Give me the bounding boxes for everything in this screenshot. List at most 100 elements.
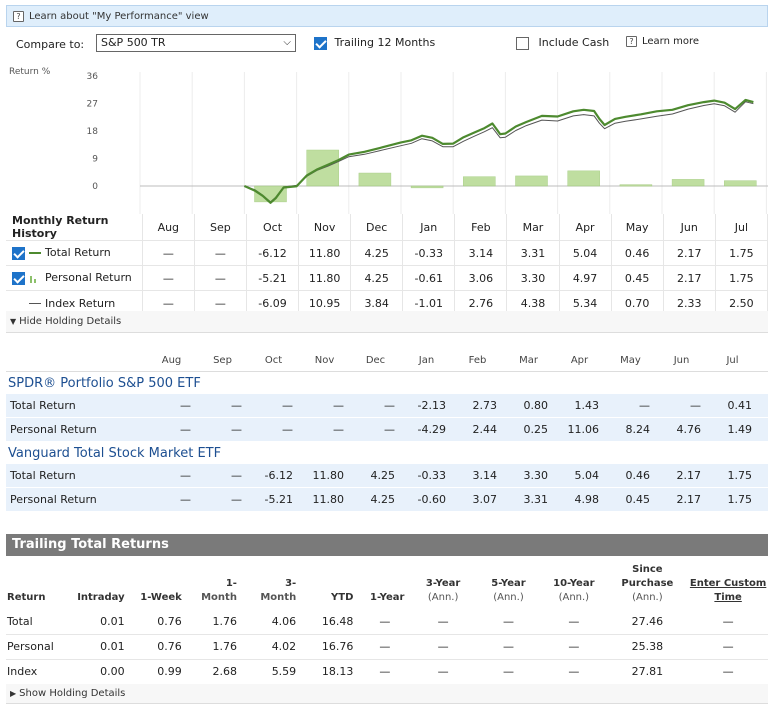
trailing-value-cell: 0.76 xyxy=(130,609,188,635)
trailing-header-line1: 1-Week xyxy=(140,592,182,603)
holding-details: Aug Sep Oct Nov Dec Jan Feb Mar Apr May Jun Jul SPD… xyxy=(6,350,768,512)
trailing-12-months-toggle[interactable]: Trailing 12 Months xyxy=(314,36,435,50)
holding-month-header: Mar xyxy=(519,355,538,366)
monthly-value-cell: -5.21 xyxy=(246,265,300,291)
learn-about-bar[interactable]: ? Learn about "My Performance" view xyxy=(6,5,768,27)
holding-month-header: Oct xyxy=(264,355,283,366)
fund-name[interactable]: Vanguard Total Stock Market ETF xyxy=(8,446,222,461)
monthly-row: Personal Return — — -5.21 11.80 4.25 -0.61 3.06… xyxy=(6,265,769,291)
month-header-apr: Apr xyxy=(559,214,612,241)
trailing-row-label: Personal xyxy=(6,634,70,660)
holding-value-cell: 4.76 xyxy=(676,423,702,436)
benchmark-select[interactable]: S&P 500 TR ⌵ xyxy=(96,34,296,52)
chart-monthly-bar xyxy=(619,184,653,187)
help-icon: ? xyxy=(626,36,637,47)
trailing-header[interactable]: Enter Custom Time xyxy=(688,562,768,609)
holding-row: Total Return — — — — — -2.13 2.73 0.80 1.43 — — 0.41 xyxy=(6,394,768,418)
trailing-value-cell: 0.01 xyxy=(69,609,131,635)
holding-value-cell: 0.45 xyxy=(625,493,651,506)
trailing-header-line2: (Ann.) xyxy=(632,592,663,603)
monthly-return-history-table: Monthly Return History Aug Sep Oct Nov Dec Ja… xyxy=(6,214,769,316)
monthly-value-cell: 11.80 xyxy=(298,265,352,291)
trailing-header: Return xyxy=(6,562,69,609)
chart-monthly-bar xyxy=(358,172,392,187)
monthly-value-cell: -6.12 xyxy=(246,240,300,266)
holding-value-cell: 8.24 xyxy=(625,423,651,436)
trailing-row: Total 0.01 0.76 1.76 4.06 16.48— — — —27.46— xyxy=(6,609,768,635)
help-icon: ? xyxy=(13,10,24,22)
trailing-value-cell: — xyxy=(475,634,542,660)
compare-label: Compare to: xyxy=(16,37,85,51)
return-chart-svg: 36 27 18 9 0 xyxy=(87,72,768,214)
holding-value-cell: — xyxy=(180,423,191,436)
trailing-header-line2: (Ann.) xyxy=(427,592,459,603)
trailing-value-cell: 16.76 xyxy=(302,634,360,660)
month-header-jun: Jun xyxy=(663,214,716,241)
holding-details-header: Aug Sep Oct Nov Dec Jan Feb Mar Apr May Jun Jul xyxy=(6,350,768,372)
trailing-row: Index 0.00 0.99 2.68 5.59 18.13— — — —27.81— xyxy=(6,659,768,685)
triangle-right-icon: ▶ xyxy=(10,689,17,698)
holding-row-label: Total Return xyxy=(10,469,76,482)
series-checkbox[interactable] xyxy=(12,246,25,260)
month-header-may: May xyxy=(611,214,664,241)
trailing-value-cell: — xyxy=(410,609,476,635)
monthly-row-label: Personal Return xyxy=(45,271,132,285)
trailing-row-label: Total xyxy=(6,609,70,635)
holding-value-cell: -6.12 xyxy=(264,469,293,482)
month-header-jan: Jan xyxy=(402,214,456,241)
enter-custom-time-link[interactable]: Enter Custom Time xyxy=(689,578,767,603)
holding-value-cell: 2.44 xyxy=(472,423,498,436)
trailing-value-cell: 27.81 xyxy=(606,659,689,685)
trailing-header: 1-Week xyxy=(131,562,188,609)
holding-value-cell: — xyxy=(180,469,191,482)
trailing-header-line2: Month xyxy=(201,592,237,603)
holding-value-cell: 4.98 xyxy=(574,493,600,506)
trailing-header-line1: 10-Year xyxy=(553,578,595,589)
holding-value-cell: 11.06 xyxy=(567,423,600,436)
holding-row: Total Return — — -6.12 11.80 4.25 -0.33 3.14 3.3… xyxy=(6,464,768,488)
holding-value-cell: 1.43 xyxy=(574,399,600,412)
trailing-value-cell: 5.59 xyxy=(242,659,303,685)
holding-row: Personal Return — — — — — -4.29 2.44 0.25 11.06 8.… xyxy=(6,418,768,442)
holding-value-cell: 3.31 xyxy=(523,493,549,506)
trailing-value-cell: 0.00 xyxy=(69,659,131,685)
trailing-value-cell: — xyxy=(359,634,411,660)
hide-holding-details-toggle[interactable]: ▼ Hide Holding Details xyxy=(6,311,768,333)
holding-value-cell: 1.75 xyxy=(727,493,753,506)
triangle-down-icon: ▼ xyxy=(10,317,17,326)
trailing-value-cell: 1.76 xyxy=(187,609,243,635)
trailing-total-returns-title: Trailing Total Returns xyxy=(6,534,768,556)
trailing-header: 5-Year (Ann.) xyxy=(476,562,541,609)
series-checkbox[interactable] xyxy=(12,271,25,285)
holding-month-header: Dec xyxy=(365,355,386,366)
learn-about-link[interactable]: Learn about "My Performance" view xyxy=(29,10,209,22)
show-holding-details-toggle[interactable]: ▶ Show Holding Details xyxy=(6,684,768,704)
monthly-value-cell: — xyxy=(142,265,195,291)
monthly-row-label: Index Return xyxy=(45,296,116,310)
holding-month-header: Aug xyxy=(161,355,182,366)
monthly-row-label: Total Return xyxy=(45,246,111,260)
compare-toolbar: Compare to: S&P 500 TR ⌵ Trailing 12 Mon… xyxy=(16,34,766,54)
month-header-sep: Sep xyxy=(194,214,247,241)
chevron-down-icon: ⌵ xyxy=(283,37,291,48)
holding-value-cell: — xyxy=(231,399,242,412)
trailing-header-line1: Since Purchase xyxy=(621,564,674,589)
holding-value-cell: — xyxy=(180,399,191,412)
chart-total-return-line xyxy=(243,98,754,204)
include-cash-toggle[interactable]: Include Cash xyxy=(516,36,609,50)
trailing-header: 3-Year (Ann.) xyxy=(410,562,475,609)
trailing-value-cell: — xyxy=(541,634,607,660)
trailing-header-line1: 3- xyxy=(285,578,297,589)
holding-month-header: Jan xyxy=(418,355,435,366)
monthly-value-cell: — xyxy=(194,265,247,291)
trailing-12-months-checkbox[interactable] xyxy=(314,36,327,50)
learn-more-label: Learn more xyxy=(642,36,700,47)
fund-name[interactable]: SPDR® Portfolio S&P 500 ETF xyxy=(8,376,201,391)
include-cash-checkbox[interactable] xyxy=(516,36,529,50)
holding-value-cell: -5.21 xyxy=(264,493,293,506)
learn-more-link[interactable]: ? Learn more xyxy=(626,36,699,47)
trailing-header-line1: 1-Year xyxy=(370,592,405,603)
trailing-value-cell: — xyxy=(475,659,542,685)
trailing-header: 10-Year (Ann.) xyxy=(541,562,606,609)
monthly-value-cell: -0.33 xyxy=(402,240,456,266)
